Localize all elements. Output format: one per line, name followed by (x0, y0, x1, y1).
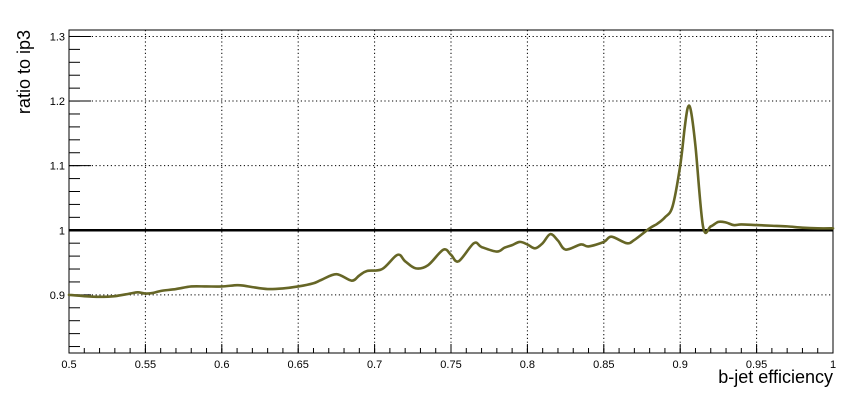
axis-ticks (68, 35, 834, 353)
x-tick-labels: 0.5 0.55 0.6 0.65 0.7 0.75 0.8 0.85 0.9 0.95 1 (61, 359, 836, 371)
x-tick-label: 0.55 (135, 359, 156, 371)
x-tick-label: 0.9 (673, 359, 688, 371)
x-tick-label: 0.65 (287, 359, 308, 371)
x-tick-label: 1 (830, 359, 836, 371)
x-tick-label: 0.8 (520, 359, 535, 371)
x-tick-label: 0.85 (593, 359, 614, 371)
y-tick-label: 1.3 (50, 31, 65, 43)
x-axis-title: b-jet efficiency (718, 367, 833, 387)
x-tick-label: 0.95 (746, 359, 767, 371)
x-tick-label: 0.5 (61, 359, 76, 371)
y-tick-labels: 0.9 1 1.1 1.2 1.3 (50, 31, 65, 301)
series-line (67, 104, 835, 299)
y-tick-label: 1.2 (50, 96, 65, 108)
x-tick-label: 0.6 (214, 359, 229, 371)
y-axis-title: ratio to ip3 (14, 30, 34, 114)
y-tick-label: 1 (59, 225, 65, 237)
y-tick-label: 0.9 (50, 290, 65, 302)
x-tick-label: 0.75 (440, 359, 461, 371)
x-tick-label: 0.7 (367, 359, 382, 371)
grid-lines (69, 30, 833, 353)
y-tick-label: 1.1 (50, 161, 65, 173)
